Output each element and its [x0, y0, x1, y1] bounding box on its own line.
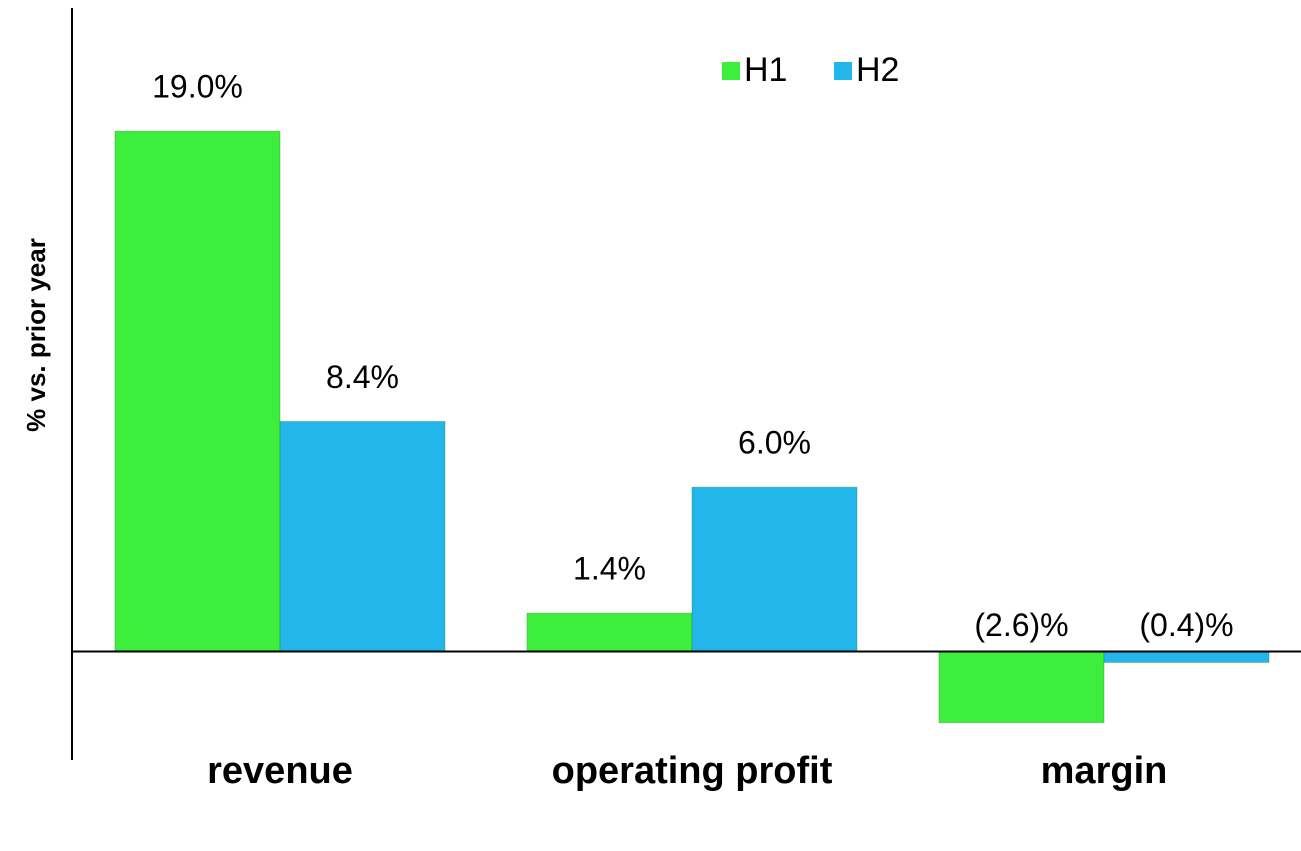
bar: [1103, 650, 1270, 663]
value-label: 6.0%: [738, 425, 811, 461]
value-label: 19.0%: [152, 69, 243, 105]
value-label: (0.4)%: [1139, 607, 1233, 643]
legend-label: H2: [856, 51, 899, 89]
bar: [114, 130, 281, 652]
bar: [526, 612, 693, 652]
legend-swatch: [834, 62, 852, 80]
bar: [938, 650, 1105, 724]
value-label: 8.4%: [326, 359, 399, 395]
y-axis-label: % vs. prior year: [21, 238, 51, 432]
bar: [279, 420, 446, 652]
value-label: (2.6)%: [974, 607, 1068, 643]
x-tick-label: operating profit: [551, 750, 833, 792]
bar: [691, 486, 858, 652]
legend-swatch: [722, 62, 740, 80]
legend-label: H1: [744, 51, 787, 89]
value-label: 1.4%: [573, 551, 646, 587]
x-tick-label: margin: [1040, 750, 1168, 792]
x-tick-label: revenue: [207, 750, 353, 792]
